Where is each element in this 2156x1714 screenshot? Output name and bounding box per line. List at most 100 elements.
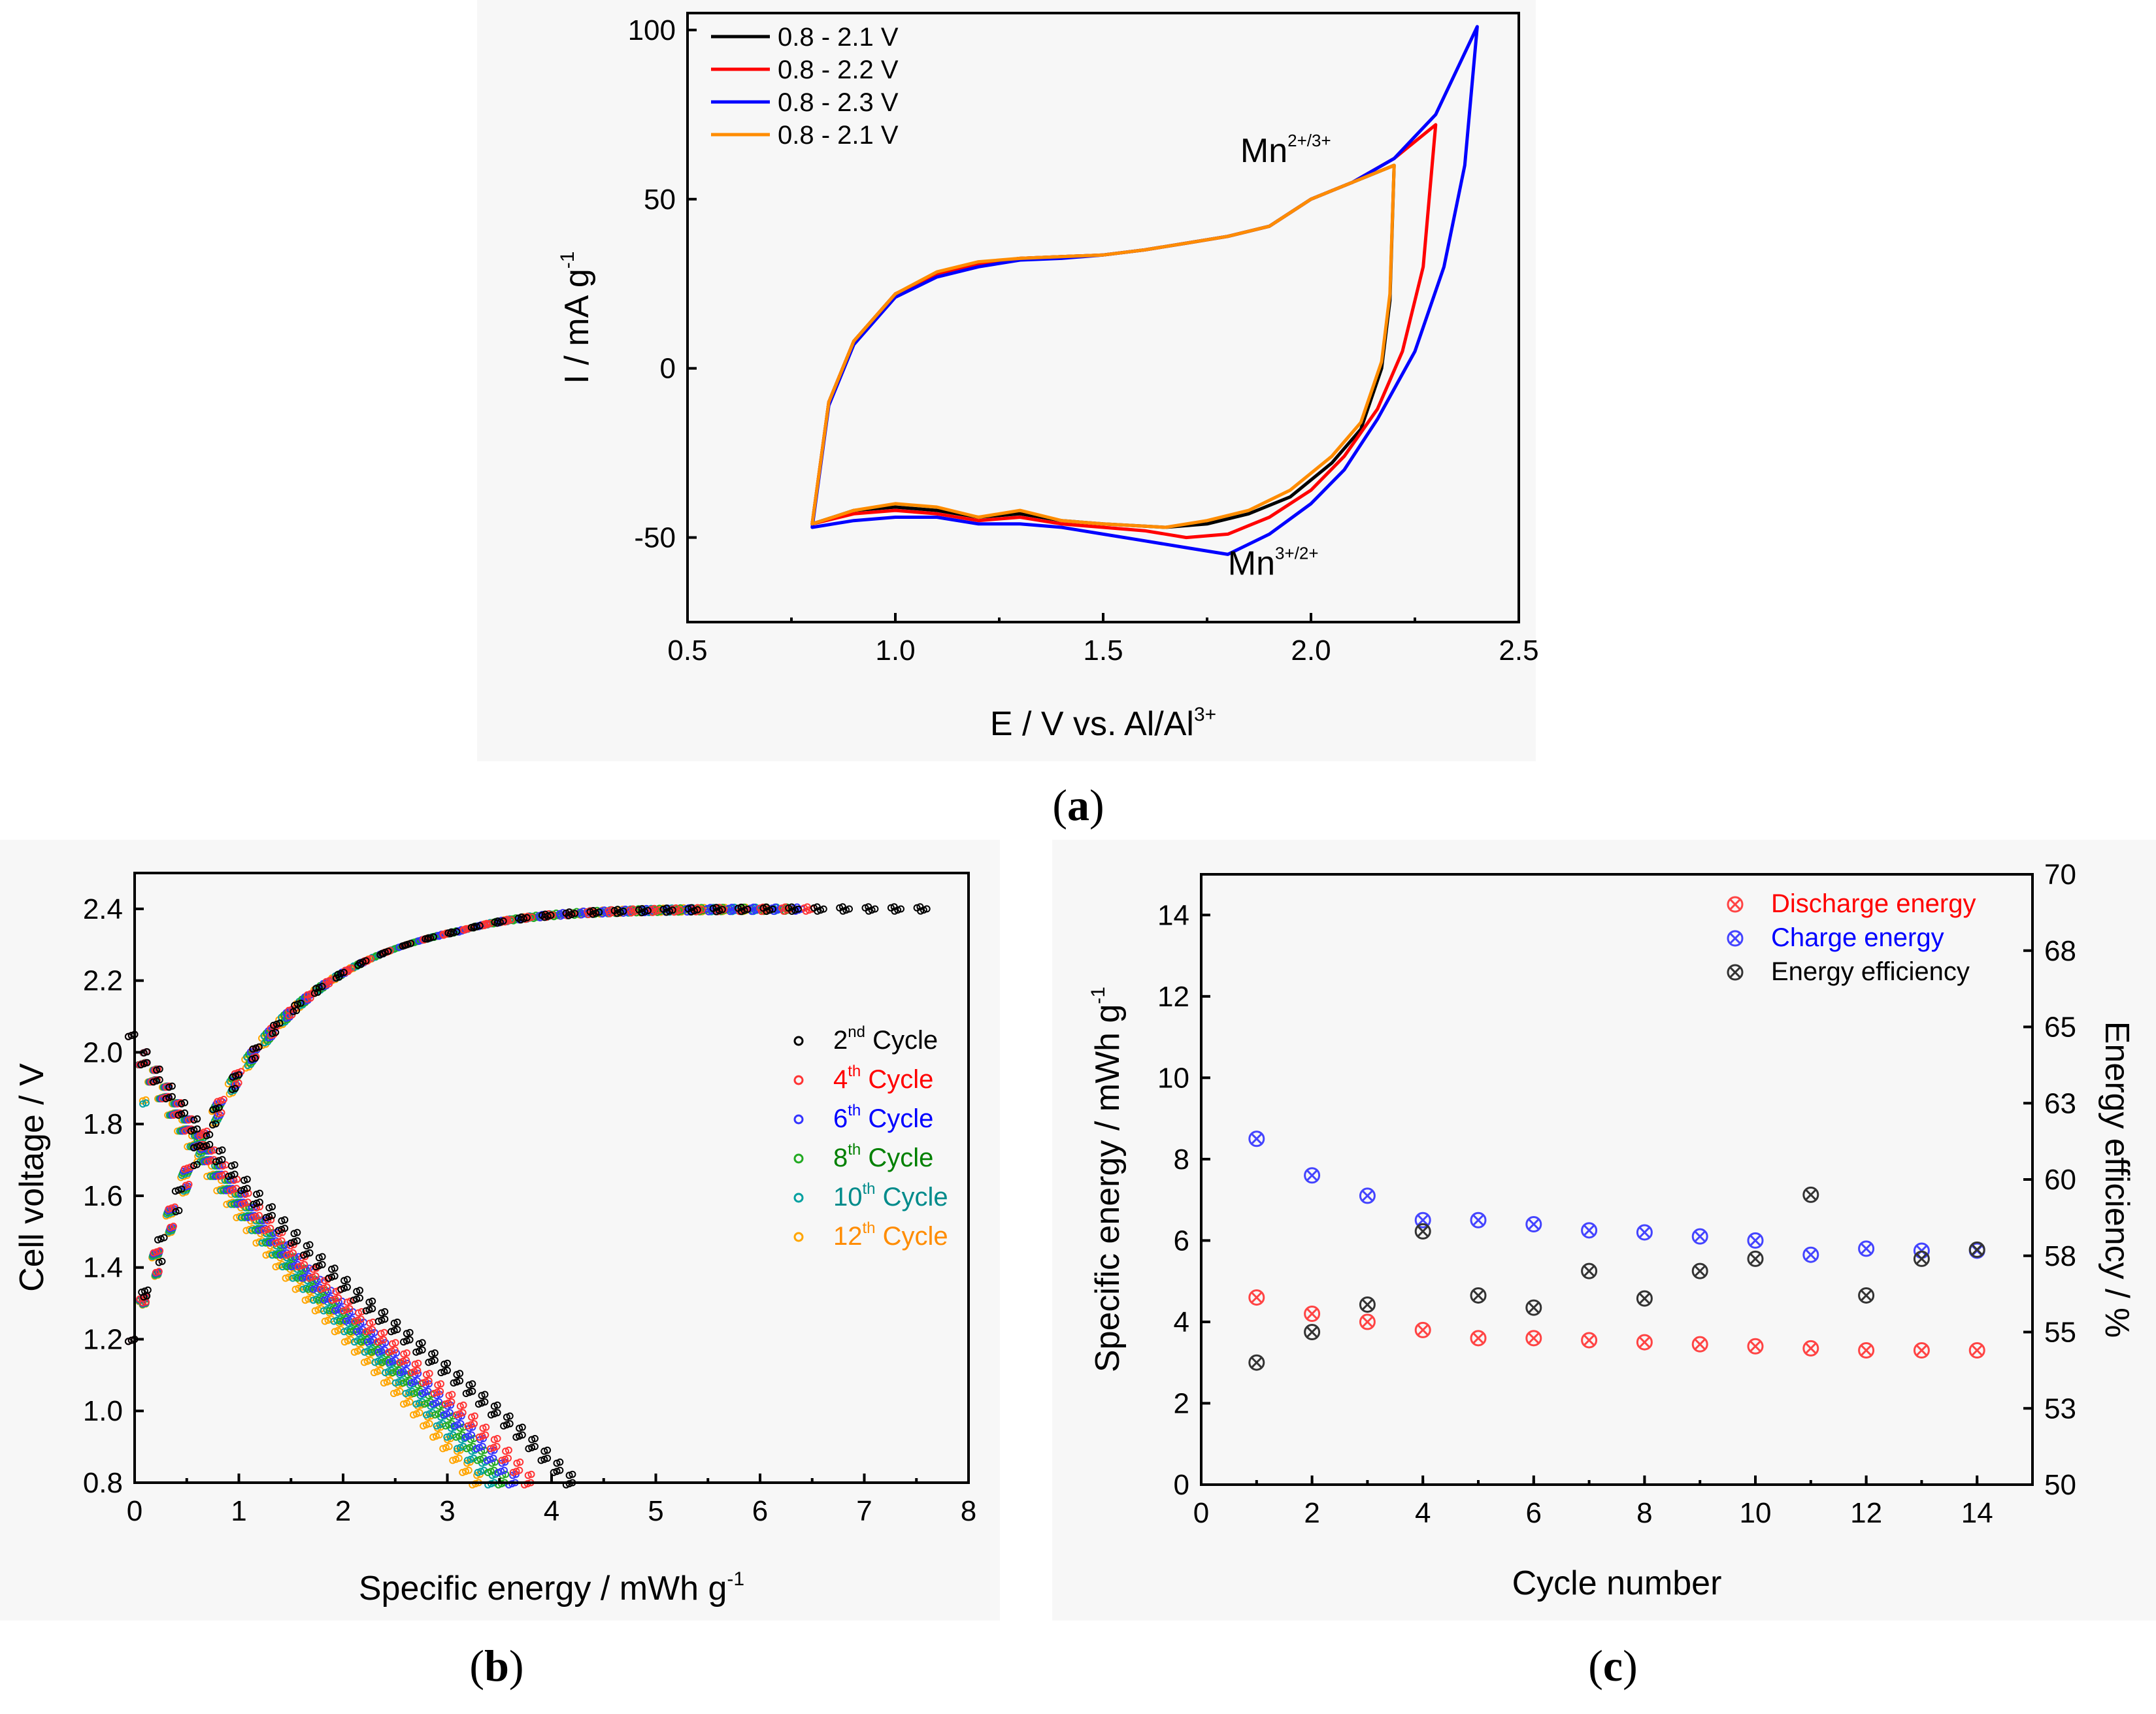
panel-c-series-2-point-11-ring xyxy=(1858,1287,1875,1304)
panel-c-series-0-point-3-cross-b xyxy=(1417,1324,1429,1336)
panel-b-series-1-discharge-point xyxy=(527,1470,535,1478)
panel-c-series-2-point-10-cross-b xyxy=(1805,1189,1817,1201)
panel-b-series-0-discharge-point xyxy=(406,1328,414,1336)
panel-b-series-0-charge-point xyxy=(193,1161,201,1168)
panel-b-series-3-discharge-point xyxy=(357,1338,365,1346)
panel-b-series-2-discharge-point xyxy=(501,1466,508,1474)
panel-c-series-0-point-13-cross-b xyxy=(1971,1344,1983,1357)
panel-b-series-0-discharge-point xyxy=(540,1455,548,1463)
panel-c-y-tick-label-3: 6 xyxy=(1174,1225,1189,1257)
panel-b-series-4-discharge-point xyxy=(391,1379,399,1387)
panel-b-series-1-charge-point xyxy=(184,1164,191,1172)
panel-a-xtick-label-2: 1.5 xyxy=(1083,635,1123,667)
panel-c-series-1-point-0 xyxy=(1248,1130,1265,1147)
panel-b-series-0-discharge-point xyxy=(490,1410,498,1418)
panel-b-series-0-charge-point xyxy=(666,907,673,915)
panel-b-series-0-charge-point xyxy=(453,928,461,936)
panel-b-series-0-charge-point xyxy=(160,1234,168,1242)
panel-b-series-0-discharge-point xyxy=(506,1412,514,1420)
panel-b-series-0-charge-point xyxy=(401,942,408,949)
panel-c-y-tick-label-7: 14 xyxy=(1157,899,1189,931)
panel-b-series-group xyxy=(124,903,931,1489)
panel-b-legend-label-1: 4th Cycle xyxy=(833,1063,933,1094)
panel-b-series-1-charge-point xyxy=(136,1295,144,1303)
panel-b-series-0-discharge-point xyxy=(506,1420,514,1428)
panel-b-series-3-discharge-point xyxy=(476,1455,484,1463)
panel-c-series-1-point-3-ring xyxy=(1414,1211,1431,1228)
panel-c-series-2-point-0-cross-b xyxy=(1251,1357,1263,1368)
panel-b-series-0-discharge-point xyxy=(190,1126,198,1134)
panel-c-series-1-point-10 xyxy=(1802,1246,1819,1263)
panel-b-ylabel: Cell voltage / V xyxy=(13,1063,51,1292)
panel-b-series-0-discharge-point xyxy=(531,1443,539,1451)
panel-b-series-0-charge-point xyxy=(175,1207,183,1215)
panel-b-series-1-discharge-point xyxy=(263,1226,271,1233)
panel-b-y-tick-label-6: 2.0 xyxy=(83,1036,123,1068)
panel-b-series-1-discharge-point xyxy=(388,1340,396,1347)
panel-b-series-0-charge-point xyxy=(312,985,320,993)
panel-b-series-1-discharge-point xyxy=(346,1297,354,1305)
panel-b-series-1-discharge-point xyxy=(448,1398,456,1406)
panel-b-series-1-discharge-point xyxy=(343,1298,351,1306)
panel-b-series-0-charge-point xyxy=(791,906,799,914)
panel-b-series-2-discharge-point xyxy=(237,1199,244,1207)
panel-b-series-0-discharge-point xyxy=(565,1472,573,1479)
panel-b-series-2-discharge-point xyxy=(388,1357,396,1365)
panel-b-series-0-charge-point xyxy=(616,908,624,916)
panel-b-legend-marker-3 xyxy=(793,1153,804,1164)
panel-b-series-0-charge-point xyxy=(155,1259,163,1266)
panel-b-series-0-charge-point xyxy=(891,907,899,915)
panel-b-series-0-charge-point xyxy=(540,914,548,921)
panel-c-xtick-label-6: 12 xyxy=(1850,1497,1882,1529)
panel-c-xtick-label-0: 0 xyxy=(1193,1497,1209,1529)
panel-c-y2label: Energy efficiency / % xyxy=(2098,1021,2136,1338)
panel-c-series-0-point-7 xyxy=(1636,1334,1653,1351)
panel-b-series-0-discharge-point xyxy=(537,1457,545,1464)
panel-c-series-0-point-7-cross-b xyxy=(1638,1336,1651,1348)
panel-c-series-0-point-8-cross-b xyxy=(1694,1338,1706,1350)
panel-c-series-2-point-8-cross-b xyxy=(1694,1265,1706,1277)
panel-b-series-2-discharge-point xyxy=(288,1263,295,1271)
panel-b-series-0-charge-point xyxy=(248,1055,256,1063)
panel-b-series-5-discharge-point xyxy=(406,1398,414,1406)
panel-b-legend-marker-4 xyxy=(793,1193,804,1203)
panel-b-series-0-discharge-point xyxy=(556,1459,564,1466)
panel-b-series-0-discharge-point xyxy=(253,1199,261,1207)
panel-b-series-0-discharge-point xyxy=(265,1213,273,1221)
panel-b-series-0-discharge-point xyxy=(516,1432,523,1440)
panel-b-series-1-charge-point xyxy=(169,1223,177,1230)
panel-b-series-1-charge-point xyxy=(802,907,810,915)
panel-b-series-0-discharge-point xyxy=(428,1350,436,1358)
panel-c-legend-marker-0-cross-b xyxy=(1729,898,1741,910)
panel-b-series-0-discharge-point xyxy=(156,1076,163,1083)
panel-b-series-5-discharge-point xyxy=(462,1468,469,1475)
panel-b-series-0-discharge-point xyxy=(500,1422,508,1430)
panel-a-xtick-label-1: 1.0 xyxy=(875,635,915,667)
panel-b-series-1-discharge-point xyxy=(238,1200,246,1208)
panel-c-legend-marker-2-ring xyxy=(1727,964,1744,981)
panel-c-series-0-point-1-cross-b xyxy=(1306,1308,1318,1320)
panel-b-series-2-discharge-point xyxy=(443,1410,451,1418)
panel-c-series-1-point-9 xyxy=(1747,1232,1764,1249)
panel-b-series-1-charge-point xyxy=(153,1248,161,1256)
panel-c-y2-tick-label-3: 58 xyxy=(2044,1240,2076,1272)
panel-b-legend-label-4: 10th Cycle xyxy=(833,1180,948,1211)
panel-b-series-0-discharge-point xyxy=(374,1317,382,1325)
panel-b-series-2-discharge-point xyxy=(313,1277,321,1285)
panel-b-series-0-discharge-point xyxy=(456,1370,464,1377)
panel-b-series-1-discharge-point xyxy=(170,1112,178,1119)
panel-b-series-5-discharge-point xyxy=(383,1378,391,1386)
panel-b-series-5-discharge-point xyxy=(459,1468,467,1476)
panel-b-series-1-charge-point xyxy=(171,1203,178,1211)
panel-c-series-0-point-5-ring xyxy=(1525,1330,1542,1347)
panel-b-series-0-discharge-point xyxy=(178,1110,186,1118)
panel-b-series-0-discharge-point xyxy=(465,1389,473,1396)
panel-b-series-4-discharge-point xyxy=(470,1455,478,1462)
panel-b-series-0-charge-point xyxy=(499,917,507,925)
panel-b-series-2-discharge-point xyxy=(486,1455,494,1463)
panel-b-series-0-charge-point xyxy=(378,949,386,957)
panel-b-series-0-discharge-point xyxy=(540,1447,548,1455)
panel-c-series-2-point-9-ring xyxy=(1747,1250,1764,1267)
panel-b-series-1-discharge-point xyxy=(351,1317,359,1325)
panel-b-series-0-discharge-point xyxy=(178,1100,186,1108)
